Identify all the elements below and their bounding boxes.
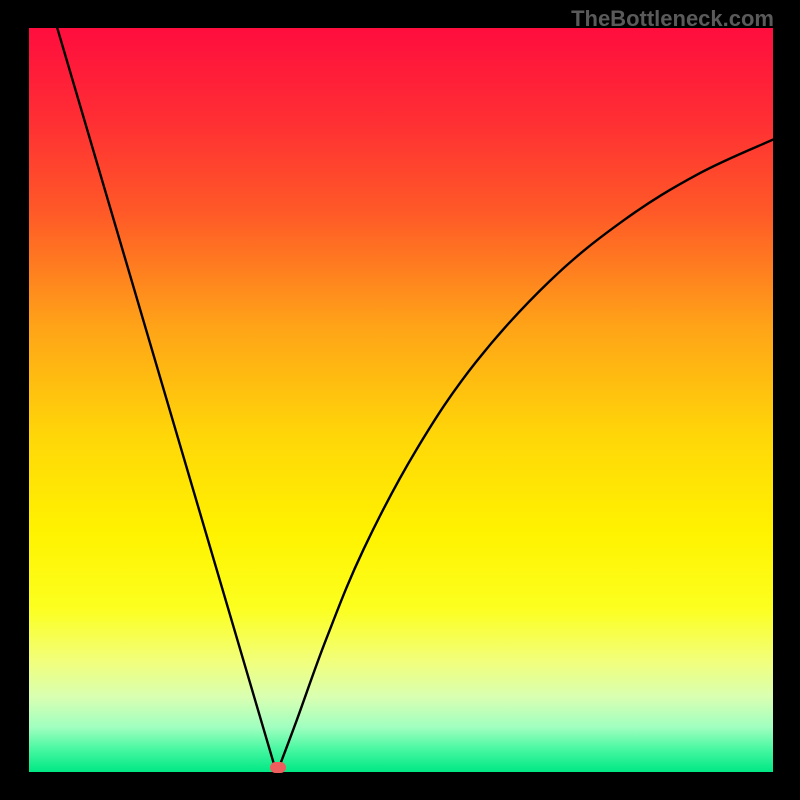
optimum-marker bbox=[270, 762, 286, 773]
curve-path bbox=[57, 28, 773, 769]
bottleneck-curve bbox=[29, 28, 773, 772]
plot-area bbox=[29, 28, 773, 772]
watermark-text: TheBottleneck.com bbox=[571, 6, 774, 32]
chart-frame: TheBottleneck.com bbox=[0, 0, 800, 800]
